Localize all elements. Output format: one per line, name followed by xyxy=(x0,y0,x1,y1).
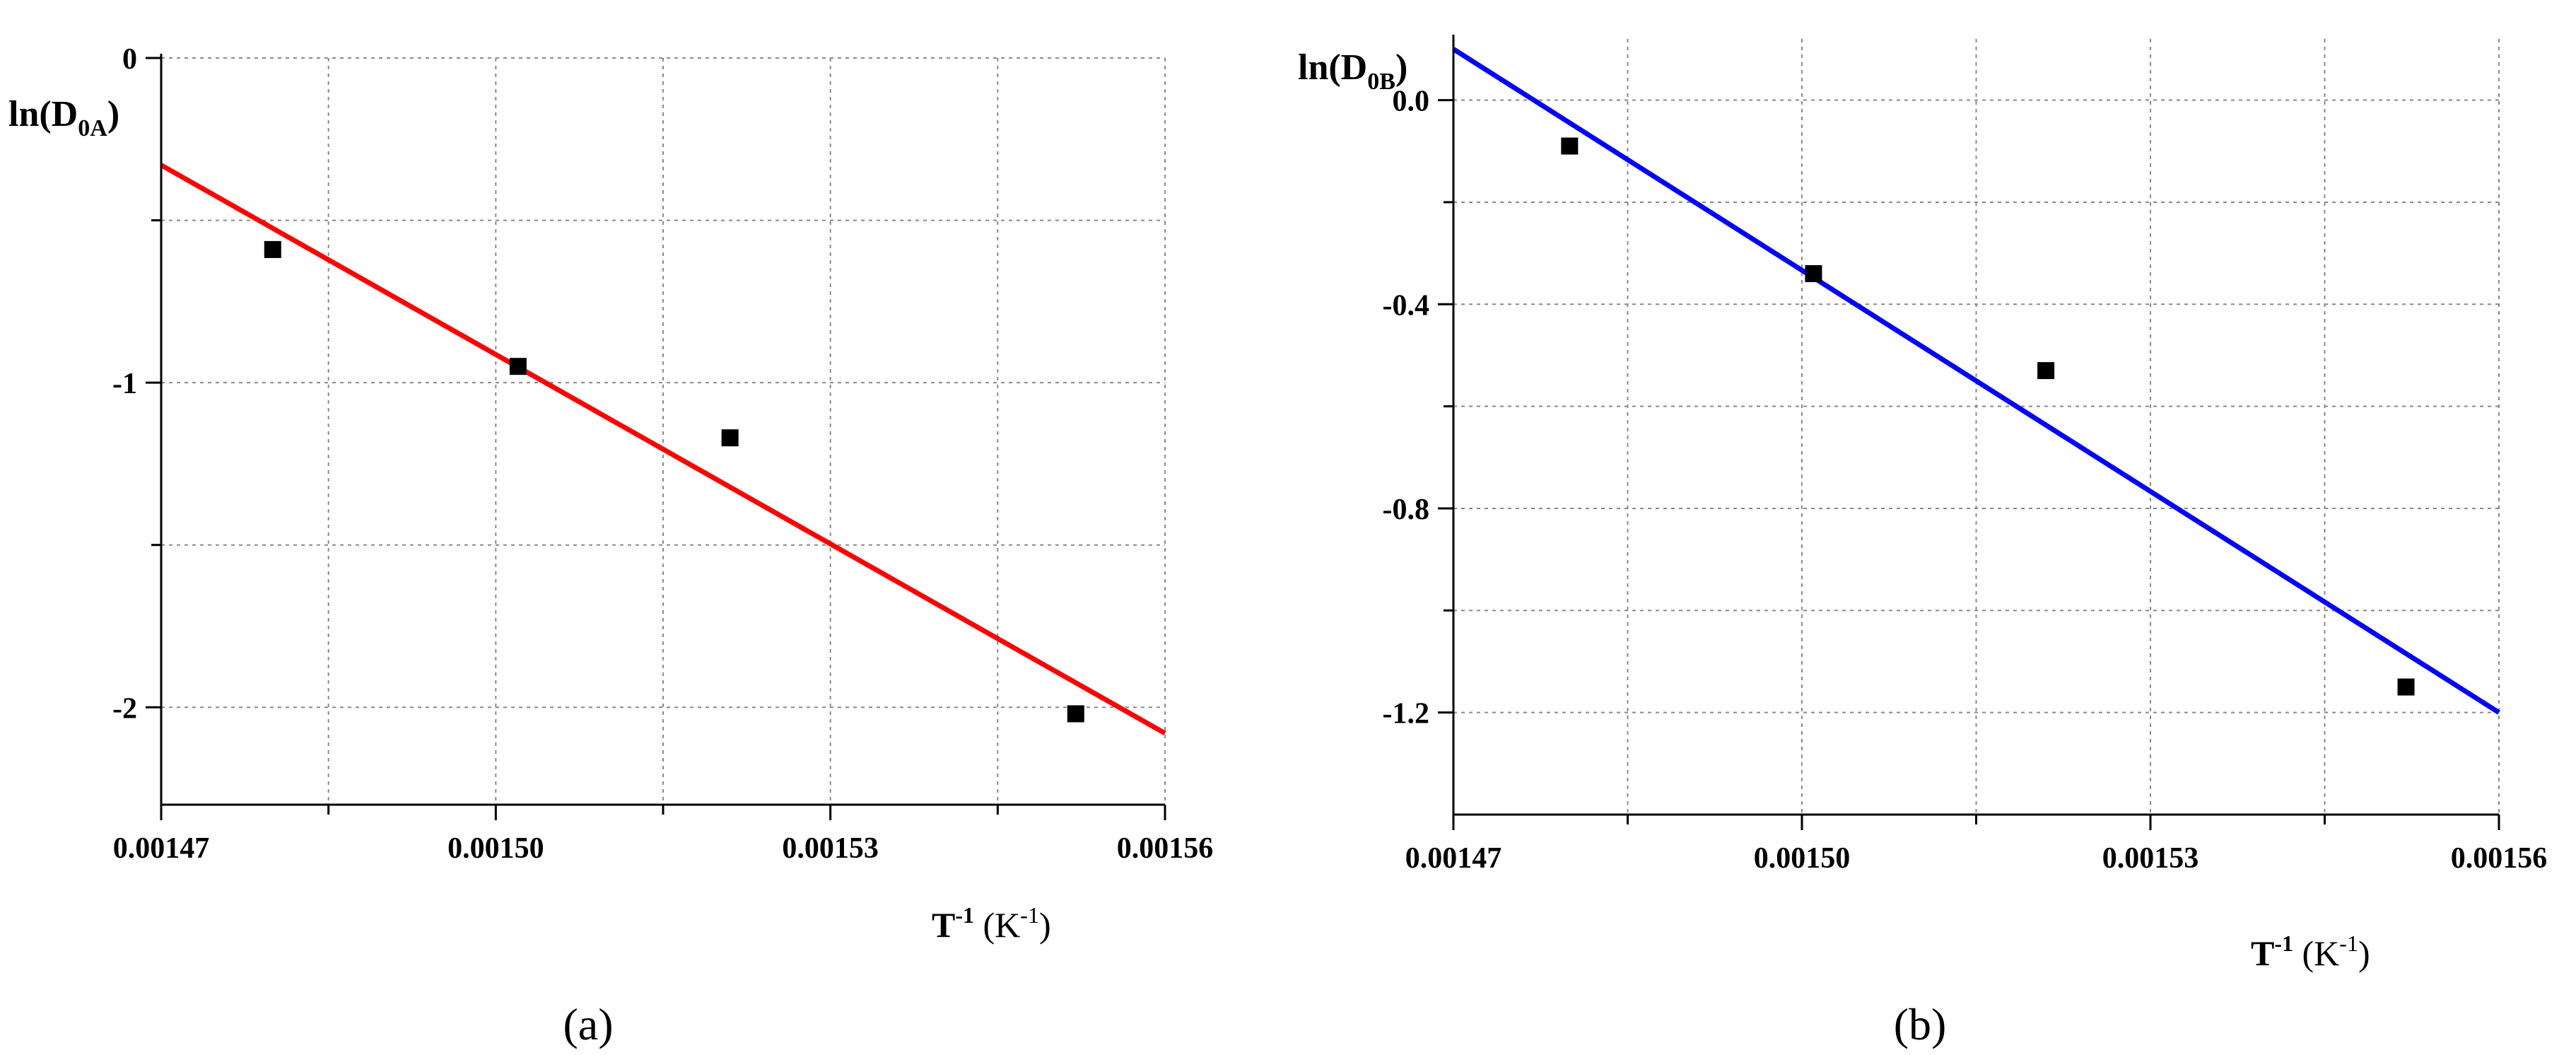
data-points-b xyxy=(1561,137,2415,696)
tick-labels-a: 0.00147 0.00150 0.00153 0.00156 0 -1 -2 xyxy=(112,43,1213,865)
panel-label-b: (b) xyxy=(1894,999,1947,1049)
grid-lines-b xyxy=(1453,39,2500,815)
data-point-b-4 xyxy=(2397,678,2415,696)
fit-line-layer-b xyxy=(1452,47,2500,715)
y-tick-label-b-3: -0.8 xyxy=(1383,494,1430,526)
y-tick-label-a-2: -1 xyxy=(112,368,137,400)
tick-labels-b: 0.00147 0.00150 0.00153 0.00156 0.0 -0.4 -0.8 -… xyxy=(1383,86,2548,875)
x-axis-label-b: T-1 (K-1) xyxy=(2251,931,2370,973)
y-axis-label-a: ln(D0A) xyxy=(8,94,119,141)
chart-panel-b: 0.00147 0.00150 0.00153 0.00156 0.0 -0.4 -0.8 -… xyxy=(1298,35,2547,1049)
data-point-a-2 xyxy=(509,358,527,375)
axes-a xyxy=(146,54,1166,820)
y-tick-label-a-3: -2 xyxy=(112,692,137,725)
x-axis-label-a: T-1 (K-1) xyxy=(932,902,1051,945)
fit-line-layer-a xyxy=(160,163,1166,736)
data-point-b-3 xyxy=(2037,362,2055,380)
y-axis-label-b: ln(D0B) xyxy=(1298,47,1407,95)
y-tick-label-b-4: -1.2 xyxy=(1383,698,1430,730)
fit-line-a xyxy=(160,163,1166,736)
y-tick-label-b-2: -0.4 xyxy=(1383,289,1430,322)
x-tick-label-b-1: 0.00147 xyxy=(1405,842,1502,875)
data-point-b-2 xyxy=(1805,264,1822,282)
data-point-a-4 xyxy=(1067,705,1084,723)
panel-label-a: (a) xyxy=(563,999,613,1049)
y-tick-label-b-1: 0.0 xyxy=(1393,86,1430,118)
x-tick-label-b-2: 0.00150 xyxy=(1754,842,1851,875)
data-point-a-3 xyxy=(721,429,739,447)
x-tick-label-a-2: 0.00150 xyxy=(447,832,544,865)
x-tick-label-a-1: 0.00147 xyxy=(113,832,210,865)
fit-line-b xyxy=(1452,47,2500,715)
data-point-a-1 xyxy=(264,240,281,258)
data-point-b-1 xyxy=(1561,137,1579,155)
x-tick-label-b-4: 0.00156 xyxy=(2451,842,2548,875)
axes-b xyxy=(1438,35,2500,830)
x-tick-label-a-4: 0.00156 xyxy=(1117,832,1214,865)
x-tick-label-b-3: 0.00153 xyxy=(2102,842,2199,875)
data-points-a xyxy=(264,240,1084,723)
x-tick-label-a-3: 0.00153 xyxy=(782,832,879,865)
y-tick-label-a-1: 0 xyxy=(122,43,137,76)
chart-panel-a: 0.00147 0.00150 0.00153 0.00156 0 -1 -2 ln(D0A… xyxy=(8,43,1213,1049)
grid-lines-a xyxy=(161,57,1166,805)
